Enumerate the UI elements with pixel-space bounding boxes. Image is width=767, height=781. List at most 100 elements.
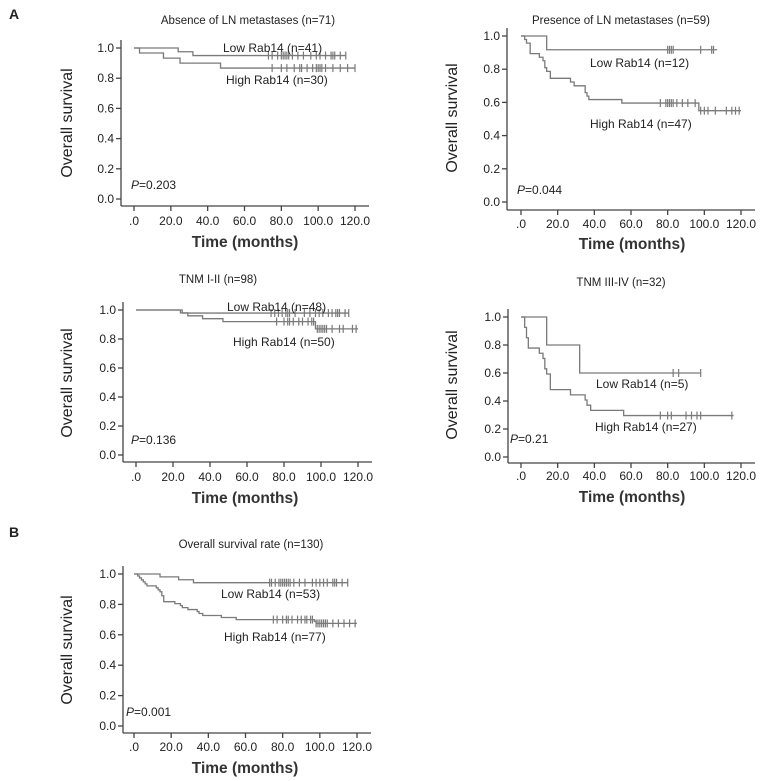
y-tick-label: 0.0 bbox=[484, 450, 501, 464]
p-symbol: P bbox=[510, 432, 518, 446]
y-tick-label: 0.2 bbox=[97, 162, 114, 176]
y-axis-label: Overall survival bbox=[444, 330, 461, 439]
km-panel-overall: Overall survival rate (n=130) 0.0 0.2 0.4 0.… bbox=[59, 539, 372, 777]
x-tick-label: 100.0 bbox=[303, 214, 333, 228]
low-rab14-label: Low Rab14 (n=48) bbox=[227, 300, 326, 314]
y-tick-label: 0.0 bbox=[99, 719, 116, 733]
p-value: =0.044 bbox=[525, 183, 562, 197]
y-tick-label: 0.2 bbox=[483, 162, 500, 176]
y-tick-label: 1.0 bbox=[97, 41, 114, 55]
x-tick-label: 20.0 bbox=[159, 740, 183, 754]
x-tick-label: 120.0 bbox=[342, 740, 372, 754]
y-axis-label: Overall survival bbox=[59, 595, 76, 704]
p-value-label: P=0.136 bbox=[131, 433, 176, 447]
low-rab14-label: Low Rab14 (n=53) bbox=[221, 587, 320, 601]
panel-label-b: B bbox=[9, 524, 19, 540]
y-tick-label: 0.4 bbox=[483, 129, 500, 143]
y-tick-label: 0.4 bbox=[97, 132, 114, 146]
x-tick-label: 120.0 bbox=[343, 470, 373, 484]
x-tick-label: .0 bbox=[129, 740, 139, 754]
y-tick-label: 0.0 bbox=[97, 192, 114, 206]
high-rab14-survival-curve bbox=[136, 309, 358, 330]
y-axis-label: Overall survival bbox=[59, 328, 76, 437]
y-tick-label: 0.2 bbox=[484, 422, 501, 436]
low-rab14-label: Low Rab14 (n=5) bbox=[596, 377, 688, 391]
x-tick-label: 40.0 bbox=[197, 740, 221, 754]
p-value-label: P=0.203 bbox=[131, 178, 176, 192]
x-tick-label: 40.0 bbox=[583, 469, 607, 483]
p-symbol: P bbox=[131, 178, 139, 192]
y-tick-label: 1.0 bbox=[483, 29, 500, 43]
x-tick-label: 80.0 bbox=[271, 740, 295, 754]
low-rab14-label: Low Rab14 (n=41) bbox=[223, 41, 322, 55]
high-rab14-label: High Rab14 (n=30) bbox=[226, 73, 328, 87]
high-rab14-label: High Rab14 (n=27) bbox=[595, 420, 697, 434]
x-tick-label: 20.0 bbox=[161, 470, 185, 484]
x-tick-label: 20.0 bbox=[546, 469, 570, 483]
x-axis-label: Time (months) bbox=[192, 760, 299, 777]
x-axis-label: Time (months) bbox=[579, 489, 686, 506]
y-tick-label: 0.6 bbox=[97, 101, 114, 115]
high-rab14-label: High Rab14 (n=50) bbox=[233, 335, 335, 349]
x-tick-label: 80.0 bbox=[656, 469, 680, 483]
y-tick-label: 1.0 bbox=[99, 303, 116, 317]
high-rab14-survival-curve bbox=[521, 35, 741, 112]
y-tick-label: 0.6 bbox=[99, 628, 116, 642]
x-tick-label: 120.0 bbox=[726, 469, 756, 483]
p-value: =0.136 bbox=[139, 433, 176, 447]
high-rab14-survival-curve bbox=[134, 573, 357, 625]
x-tick-label: 80.0 bbox=[270, 214, 294, 228]
y-tick-label: 0.8 bbox=[484, 338, 501, 352]
low-rab14-label: Low Rab14 (n=12) bbox=[590, 56, 689, 70]
high-rab14-survival-curve bbox=[521, 316, 734, 417]
low-rab14-survival-curve bbox=[521, 316, 701, 374]
x-tick-label: 100.0 bbox=[306, 470, 336, 484]
y-tick-label: 1.0 bbox=[484, 310, 501, 324]
y-tick-label: 0.6 bbox=[483, 95, 500, 109]
x-tick-label: 60.0 bbox=[619, 469, 643, 483]
low-rab14-survival-curve bbox=[521, 35, 718, 51]
chart-title: TNM I-II (n=98) bbox=[179, 274, 257, 286]
x-tick-label: 100.0 bbox=[689, 469, 719, 483]
km-panel-presence-ln: Presence of LN metastases (n=59) 0.0 0.2 0.… bbox=[444, 15, 756, 253]
y-tick-label: 0.2 bbox=[99, 689, 116, 703]
x-tick-label: .0 bbox=[516, 217, 526, 231]
x-tick-label: .0 bbox=[516, 469, 526, 483]
y-tick-label: 0.8 bbox=[483, 62, 500, 76]
panel-label-a: A bbox=[9, 6, 19, 22]
x-tick-label: .0 bbox=[131, 470, 141, 484]
x-tick-label: 40.0 bbox=[583, 217, 607, 231]
p-symbol: P bbox=[131, 433, 139, 447]
y-tick-label: 0.8 bbox=[97, 71, 114, 85]
y-tick-label: 0.6 bbox=[99, 361, 116, 375]
chart-title: TNM III-IV (n=32) bbox=[576, 277, 665, 289]
chart-title: Absence of LN metastases (n=71) bbox=[161, 15, 335, 27]
p-value-label: P=0.001 bbox=[126, 705, 171, 719]
low-rab14-survival-curve bbox=[134, 47, 346, 57]
p-value-label: P=0.21 bbox=[510, 432, 549, 446]
x-tick-label: .0 bbox=[129, 214, 139, 228]
y-tick-label: 0.8 bbox=[99, 597, 116, 611]
y-axis-label: Overall survival bbox=[59, 68, 76, 177]
chart-title: Presence of LN metastases (n=59) bbox=[532, 15, 710, 27]
x-tick-label: 120.0 bbox=[726, 217, 756, 231]
x-tick-label: 40.0 bbox=[198, 470, 222, 484]
y-tick-label: 0.4 bbox=[99, 658, 116, 672]
km-panel-tnm-i-ii: TNM I-II (n=98) 0.0 0.2 0.4 0.6 0.8 1.0 .0 20.0 4… bbox=[59, 274, 373, 507]
y-tick-label: 0.2 bbox=[99, 419, 116, 433]
y-tick-label: 0.4 bbox=[99, 390, 116, 404]
high-rab14-label: High Rab14 (n=47) bbox=[590, 117, 692, 131]
km-panel-tnm-iii-iv: TNM III-IV (n=32) 0.0 0.2 0.4 0.6 0.8 1.0 .0 20.… bbox=[444, 277, 756, 506]
x-tick-label: 40.0 bbox=[196, 214, 220, 228]
low-rab14-survival-curve bbox=[134, 573, 348, 584]
p-value-label: P=0.044 bbox=[517, 183, 562, 197]
p-value: =0.21 bbox=[518, 432, 549, 446]
x-tick-label: 60.0 bbox=[234, 740, 258, 754]
p-value: =0.203 bbox=[139, 178, 176, 192]
y-tick-label: 0.4 bbox=[484, 394, 501, 408]
x-tick-label: 20.0 bbox=[159, 214, 183, 228]
x-tick-label: 60.0 bbox=[233, 214, 257, 228]
high-rab14-label: High Rab14 (n=77) bbox=[224, 630, 326, 644]
y-tick-label: 0.0 bbox=[99, 448, 116, 462]
